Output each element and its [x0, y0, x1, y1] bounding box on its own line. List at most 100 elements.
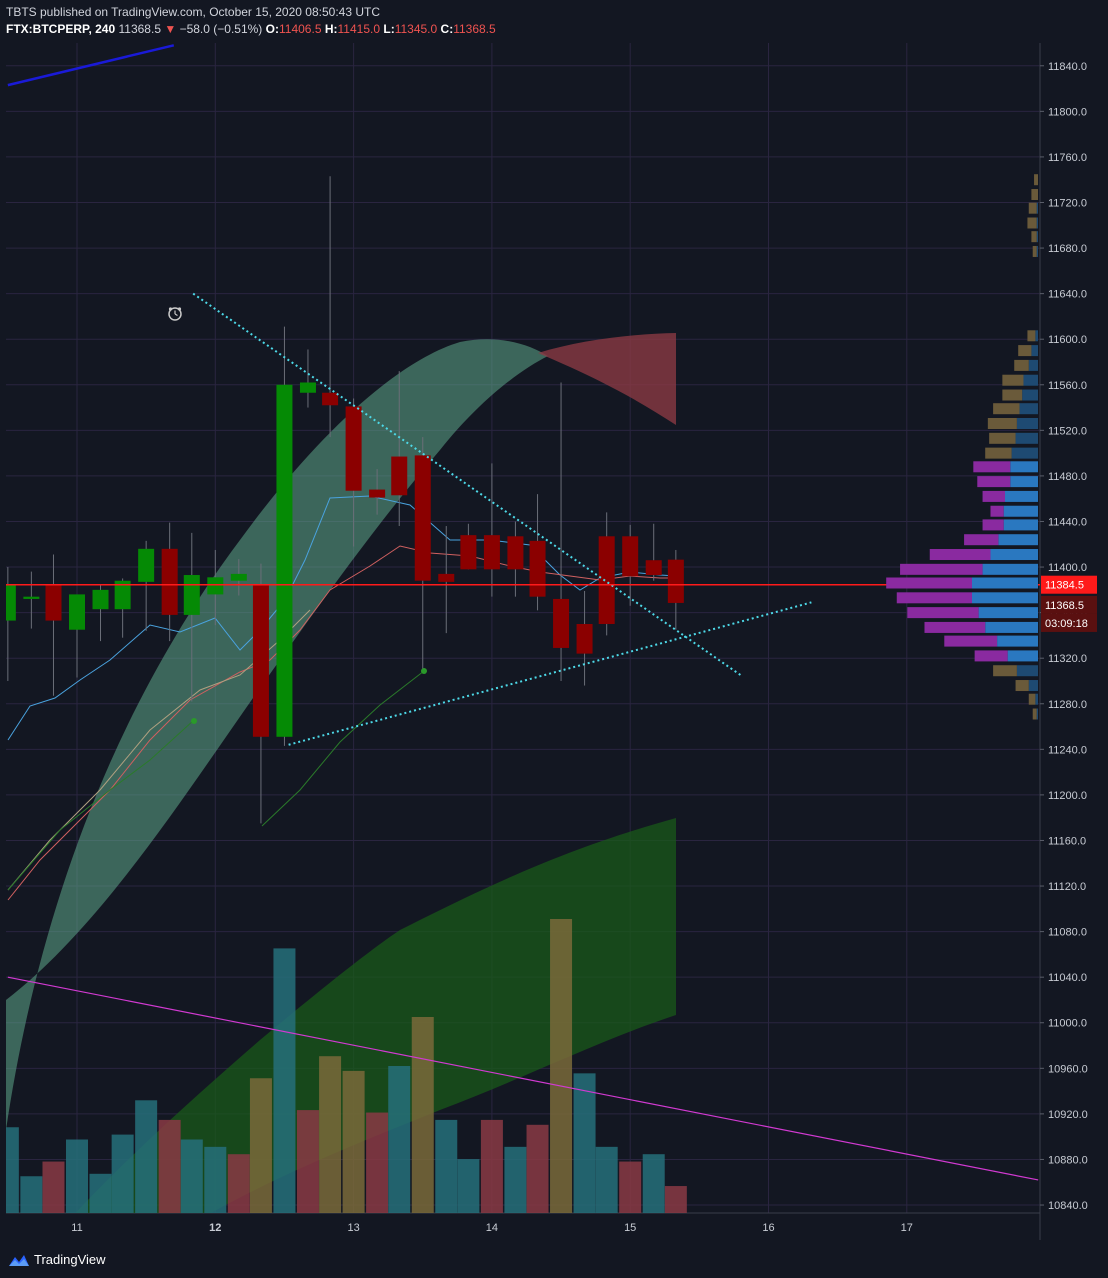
y-tick-label: 11840.0 — [1048, 61, 1087, 73]
profile-bar-right — [1010, 461, 1038, 473]
volume-bar — [42, 1161, 65, 1213]
x-tick-label: 13 — [347, 1222, 359, 1234]
down-triangle-icon: ▼ — [164, 22, 177, 36]
volume-bar — [249, 1078, 272, 1213]
profile-bar-left — [1027, 330, 1036, 342]
y-tick-label: 11440.0 — [1048, 516, 1087, 528]
profile-bar-right — [998, 534, 1038, 546]
profile-bar-right — [1031, 345, 1038, 357]
high-label: H: — [324, 22, 338, 36]
x-tick-label: 11 — [71, 1222, 82, 1234]
volume-bar — [296, 1110, 319, 1213]
profile-bar-right — [1010, 476, 1038, 488]
profile-bar-left — [964, 534, 999, 546]
descending-trendline[interactable] — [192, 292, 742, 677]
volume-bar — [642, 1154, 665, 1213]
candle-body — [391, 456, 408, 496]
y-tick-label: 11720.0 — [1048, 197, 1087, 209]
ascending-trendline[interactable] — [288, 601, 812, 746]
tradingview-logo-icon[interactable] — [8, 1251, 30, 1269]
y-tick-label: 10960.0 — [1048, 1063, 1088, 1075]
volume-bar — [619, 1161, 642, 1213]
profile-bar-right — [1035, 693, 1038, 705]
y-tick-label: 11040.0 — [1048, 972, 1087, 984]
volume-bar — [480, 1119, 503, 1213]
price-chart[interactable]: 11840.0 11800.0 11760.0 11720.0 11680.0 11640… — [0, 0, 1108, 1242]
profile-bar-left — [886, 577, 972, 589]
profile-bar-right — [1035, 330, 1038, 342]
profile-bar-left — [982, 490, 1005, 502]
countdown-tag: 03:09:18 — [1045, 618, 1088, 630]
close-value: 11368.5 — [453, 22, 496, 36]
profile-bar-right — [972, 592, 1038, 604]
ma-green-line — [261, 670, 425, 827]
profile-bar-right — [1023, 374, 1038, 386]
profile-bar-left — [900, 563, 983, 575]
y-tick-label: 11520.0 — [1048, 425, 1087, 437]
candle-body — [460, 535, 477, 570]
candle-body — [252, 585, 269, 737]
price-labels: 11384.5 11368.5 03:09:18 — [1041, 575, 1097, 632]
profile-bar-left — [987, 418, 1017, 430]
profile-bar-right — [972, 577, 1038, 589]
y-tick-label: 11600.0 — [1048, 334, 1087, 346]
profile-bar-right — [1036, 231, 1038, 243]
y-tick-label: 11120.0 — [1048, 881, 1086, 893]
candle-body — [322, 392, 339, 406]
candle-body — [622, 536, 639, 577]
profile-bar-right — [1016, 665, 1038, 677]
profile-bar-left — [990, 505, 1004, 517]
volume-bar — [573, 1073, 596, 1213]
moving-averages — [7, 495, 677, 901]
volume-bar — [135, 1100, 158, 1213]
volume-bar — [526, 1124, 549, 1213]
volume-bar — [504, 1146, 527, 1213]
price-change: −58.0 (−0.51%) — [179, 22, 263, 36]
price-axis[interactable]: 11840.0 11800.0 11760.0 11720.0 11680.0 11640… — [1040, 61, 1088, 1212]
y-tick-label: 11280.0 — [1048, 699, 1087, 711]
chart-header: TBTS published on TradingView.com, Octob… — [6, 4, 496, 38]
countdown-tag-bg — [1041, 613, 1097, 632]
volume-bar — [204, 1146, 227, 1213]
volume-bar — [180, 1139, 203, 1213]
volume-bar — [411, 1017, 434, 1213]
ma-red-line — [7, 545, 676, 901]
profile-bar-left — [1032, 708, 1037, 720]
profile-bar-left — [1015, 680, 1029, 692]
candle-body — [529, 540, 546, 597]
x-tick-label: 16 — [762, 1222, 774, 1234]
profile-bar-right — [1019, 403, 1038, 415]
profile-bar-left — [1028, 202, 1037, 214]
candlesticks — [6, 176, 684, 824]
symbol-label[interactable]: FTX:BTCPERP, 240 — [6, 22, 116, 36]
profile-bar-right — [985, 621, 1038, 633]
profile-bar-left — [973, 461, 1011, 473]
candle-body — [45, 584, 62, 621]
profile-bar-right — [982, 563, 1038, 575]
profile-bar-right — [997, 635, 1038, 647]
time-axis[interactable]: 11 12 13 14 15 16 17 — [71, 1222, 913, 1234]
profile-bar-right — [1015, 432, 1038, 444]
volume-bar — [66, 1139, 88, 1213]
y-tick-label: 10880.0 — [1048, 1154, 1088, 1166]
y-tick-label: 10920.0 — [1048, 1109, 1088, 1121]
profile-bar-left — [1018, 345, 1032, 357]
magenta-trendline[interactable] — [7, 976, 1039, 1181]
candle-body — [483, 535, 500, 570]
volume-bar — [319, 1056, 342, 1213]
volume-bars — [6, 919, 687, 1213]
tradingview-brand[interactable]: TradingView — [34, 1252, 106, 1267]
candle-body — [23, 596, 40, 599]
profile-bar-left — [944, 635, 998, 647]
profile-bar-right — [1022, 389, 1038, 401]
y-tick-label: 11560.0 — [1048, 380, 1087, 392]
alarm-clock-icon[interactable] — [168, 307, 182, 321]
profile-bar-left — [907, 607, 979, 619]
candle-body — [138, 548, 155, 582]
blue-trendline[interactable] — [7, 44, 175, 87]
candle-body — [507, 536, 524, 570]
profile-bar-left — [993, 403, 1020, 415]
y-tick-label: 11160.0 — [1048, 835, 1086, 847]
low-label: L: — [383, 22, 395, 36]
footer-bar: TradingView — [0, 1242, 1108, 1278]
